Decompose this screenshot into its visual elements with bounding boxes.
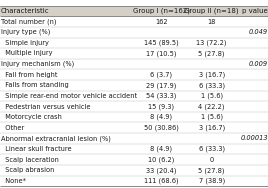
Text: Injury type (%): Injury type (%): [1, 29, 50, 36]
Text: Multiple injury: Multiple injury: [1, 50, 52, 56]
Text: Motorcycle crash: Motorcycle crash: [1, 114, 61, 120]
Text: 29 (17.9): 29 (17.9): [146, 82, 177, 89]
Text: 6 (33.3): 6 (33.3): [199, 146, 225, 152]
Text: 162: 162: [155, 19, 168, 25]
Text: 17 (10.5): 17 (10.5): [146, 50, 177, 57]
Text: Pedestrian versus vehicle: Pedestrian versus vehicle: [1, 104, 90, 110]
Text: Scalp abrasion: Scalp abrasion: [1, 167, 54, 173]
Text: 7 (38.9): 7 (38.9): [199, 178, 225, 184]
Text: 4 (22.2): 4 (22.2): [199, 103, 225, 110]
Text: 18: 18: [207, 19, 216, 25]
Text: 8 (4.9): 8 (4.9): [150, 114, 173, 121]
Text: 6 (33.3): 6 (33.3): [199, 82, 225, 89]
Text: Scalp laceration: Scalp laceration: [1, 157, 58, 163]
Text: 8 (4.9): 8 (4.9): [150, 146, 173, 152]
Text: 1 (5.6): 1 (5.6): [201, 114, 223, 121]
Bar: [0, 59, 268, 69]
Text: Fall from height: Fall from height: [1, 72, 57, 78]
Text: 10 (6.2): 10 (6.2): [148, 156, 175, 163]
Text: 145 (89.5): 145 (89.5): [144, 39, 179, 46]
Text: 33 (20.4): 33 (20.4): [146, 167, 177, 174]
Bar: [0, 27, 268, 38]
Text: Simple injury: Simple injury: [1, 40, 49, 46]
Bar: [0, 80, 268, 91]
Text: 13 (72.2): 13 (72.2): [196, 39, 227, 46]
Text: 15 (9.3): 15 (9.3): [148, 103, 174, 110]
Text: Group II (n=18): Group II (n=18): [184, 8, 239, 14]
Text: p value: p value: [242, 8, 268, 14]
Text: Group I (n=162): Group I (n=162): [133, 8, 190, 14]
Bar: [0, 112, 268, 123]
Bar: [0, 123, 268, 133]
Text: 111 (68.6): 111 (68.6): [144, 178, 179, 184]
Text: 0.00013: 0.00013: [240, 135, 268, 141]
Text: Abnormal extracranial lesion (%): Abnormal extracranial lesion (%): [1, 135, 110, 142]
Text: 1 (5.6): 1 (5.6): [201, 93, 223, 99]
Bar: [0, 154, 268, 165]
Text: None*: None*: [1, 178, 25, 184]
Bar: [0, 165, 268, 176]
Text: 5 (27.8): 5 (27.8): [199, 50, 225, 57]
Text: 6 (3.7): 6 (3.7): [150, 71, 173, 78]
Bar: [0, 144, 268, 154]
Text: 3 (16.7): 3 (16.7): [199, 124, 225, 131]
Bar: [0, 69, 268, 80]
Bar: [0, 101, 268, 112]
Text: 3 (16.7): 3 (16.7): [199, 71, 225, 78]
Text: Falls from standing: Falls from standing: [1, 82, 68, 88]
Text: Linear skull fracture: Linear skull fracture: [1, 146, 71, 152]
Text: 5 (27.8): 5 (27.8): [199, 167, 225, 174]
Text: 0.009: 0.009: [249, 61, 268, 67]
Bar: [0, 16, 268, 27]
Text: 0: 0: [210, 157, 214, 163]
Bar: [0, 133, 268, 144]
Text: 0.049: 0.049: [249, 29, 268, 35]
Bar: [0, 91, 268, 101]
Text: Simple rear-end motor vehicle accident: Simple rear-end motor vehicle accident: [1, 93, 137, 99]
Bar: [0, 176, 268, 186]
Text: 50 (30.86): 50 (30.86): [144, 124, 179, 131]
Text: Injury mechanism (%): Injury mechanism (%): [1, 61, 74, 67]
Bar: [0, 48, 268, 59]
Text: Characteristic: Characteristic: [1, 8, 49, 14]
Text: Other: Other: [1, 125, 24, 131]
Text: Total number (n): Total number (n): [1, 18, 56, 25]
Bar: [0, 6, 268, 16]
Text: 54 (33.3): 54 (33.3): [146, 93, 177, 99]
Bar: [0, 38, 268, 48]
